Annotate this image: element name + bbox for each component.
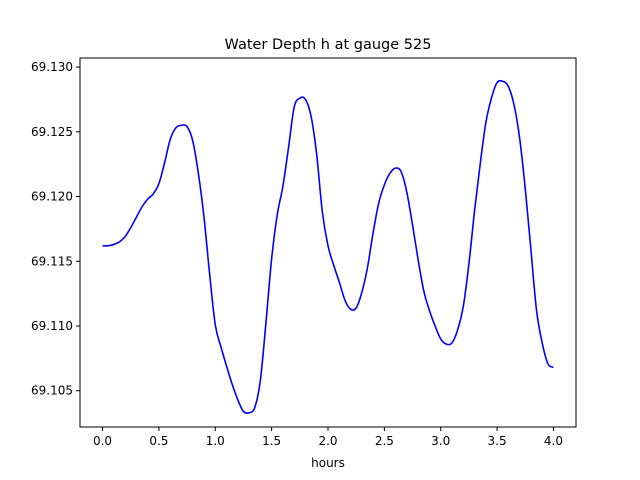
x-tick-label: 1.5	[262, 434, 281, 448]
series-layer	[102, 79, 554, 415]
x-axis-label: hours	[311, 456, 345, 470]
chart-title: Water Depth h at gauge 525	[225, 37, 432, 53]
y-tick-label: 69.125	[31, 125, 73, 139]
x-axis-ticks: 0.0 0.5 1.0 1.5 2.0 2.5 3.0 3.5 4.0	[93, 427, 563, 448]
y-tick-label: 69.105	[31, 384, 73, 398]
x-tick-label: 0.5	[149, 434, 168, 448]
y-axis-ticks: 69.105 69.110 69.115 69.120 69.125 69.130	[31, 60, 80, 398]
y-tick-label: 69.130	[31, 60, 73, 74]
y-tick-label: 69.115	[31, 254, 73, 268]
x-tick-label: 2.0	[318, 434, 337, 448]
y-tick-label: 69.110	[31, 319, 73, 333]
x-tick-label: 2.5	[375, 434, 394, 448]
series-line	[102, 79, 554, 415]
x-tick-label: 4.0	[544, 434, 563, 448]
x-tick-label: 1.0	[206, 434, 225, 448]
y-tick-label: 69.120	[31, 190, 73, 204]
x-tick-label: 0.0	[93, 434, 112, 448]
x-tick-label: 3.0	[431, 434, 450, 448]
x-tick-label: 3.5	[488, 434, 507, 448]
